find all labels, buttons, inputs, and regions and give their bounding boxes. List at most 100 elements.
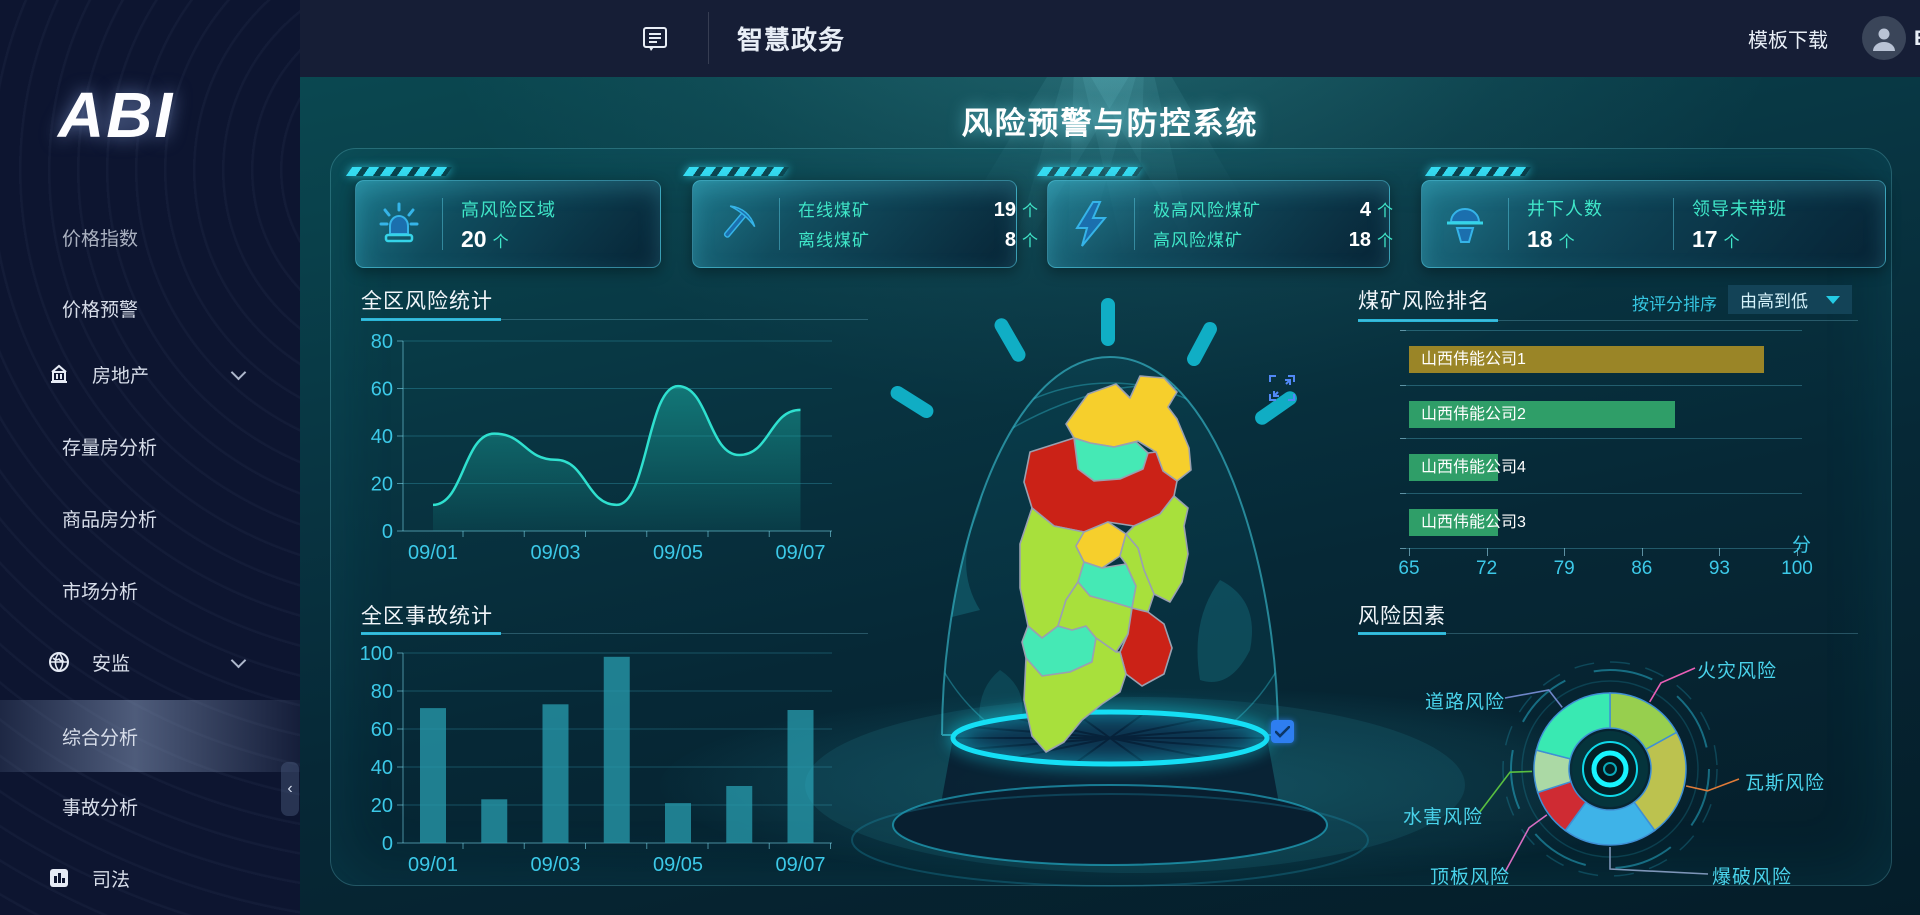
- sidebar-item-safety-supervision[interactable]: 安监: [0, 635, 300, 689]
- rank-separator: [1406, 438, 1802, 439]
- kpi-unit: 个: [1376, 233, 1393, 250]
- sidebar-item-price-index[interactable]: 价格指数: [62, 228, 139, 250]
- rank-bar[interactable]: [1409, 346, 1764, 373]
- svg-text:60: 60: [371, 719, 393, 741]
- rank-axis-number: 93: [1708, 558, 1730, 579]
- svg-text:09/01: 09/01: [408, 854, 458, 876]
- template-list-icon[interactable]: [637, 0, 673, 77]
- rank-axis-tick: [1400, 385, 1406, 386]
- panel-line: [361, 633, 868, 634]
- sidebar-item-price-warning[interactable]: 价格预警: [62, 299, 139, 321]
- rank-bar[interactable]: [1409, 454, 1498, 481]
- helmet-icon: [1422, 198, 1508, 250]
- kpi-decor-dashes: [345, 167, 453, 176]
- rank-axis-number: 86: [1631, 558, 1653, 579]
- rank-axis-tick: [1409, 548, 1410, 556]
- sidebar-item-accident-analysis[interactable]: 事故分析: [62, 797, 139, 819]
- sidebar-item-justice[interactable]: 司法: [0, 851, 300, 905]
- globe-icon: [46, 650, 72, 674]
- donut-label-blasting: 爆破风险: [1712, 867, 1793, 888]
- rank-bar-label: 山西伟能公司4: [1421, 459, 1526, 476]
- sort-order-value: 由高到低: [1740, 292, 1808, 311]
- kpi-card-underground-staff: 井下人数 18 个 领导未带班 17 个: [1421, 180, 1886, 268]
- sort-order-dropdown[interactable]: 由高到低: [1728, 285, 1852, 314]
- panel-title-risk-stats: 全区风险统计: [361, 290, 493, 313]
- header-divider: [708, 12, 709, 64]
- kpi-value: 8: [1004, 229, 1016, 251]
- sidebar-item-comprehensive-analysis[interactable]: 综合分析: [0, 700, 300, 772]
- building-icon: [46, 362, 72, 386]
- accident-bar-chart: 0 20 40 60 80 100 09/01 09/03 09/05 09/07: [340, 630, 860, 896]
- panel-underline: [361, 318, 501, 321]
- rank-axis-number: 100: [1781, 558, 1813, 579]
- app-title: 智慧政务: [737, 25, 846, 55]
- brand-logo: ABI: [58, 79, 175, 151]
- kpi-label: 领导未带班: [1692, 199, 1787, 219]
- risk-factors-donut-chart: [1395, 600, 1905, 915]
- svg-text:60: 60: [371, 379, 393, 401]
- map-region[interactable]: [1075, 521, 1127, 569]
- rank-axis-unit: 分: [1792, 535, 1812, 556]
- panel-line: [1358, 320, 1858, 321]
- svg-text:0: 0: [382, 521, 393, 543]
- rank-bar[interactable]: [1409, 509, 1498, 536]
- sidebar-item-stock-housing[interactable]: 存量房分析: [62, 437, 158, 459]
- sidebar-collapse-button[interactable]: ‹: [281, 762, 299, 816]
- kpi-label: 高风险区域: [461, 199, 556, 220]
- province-map[interactable]: [805, 280, 1465, 887]
- kpi-decor-dashes: [1036, 167, 1144, 176]
- donut-label-gas: 瓦斯风险: [1745, 773, 1826, 794]
- lightning-icon: [1048, 198, 1134, 250]
- rank-axis-tick: [1641, 548, 1643, 556]
- kpi-value: 19: [993, 199, 1016, 221]
- kpi-value: 20: [461, 225, 487, 252]
- kpi-value: 18: [1527, 226, 1553, 252]
- donut-label-flood: 水害风险: [1403, 807, 1484, 828]
- donut-label-road: 道路风险: [1425, 692, 1506, 713]
- kpi-label: 极高风险煤矿: [1153, 201, 1261, 220]
- kpi-value: 4: [1359, 199, 1371, 221]
- svg-text:09/03: 09/03: [530, 542, 580, 564]
- expand-icon[interactable]: [1268, 374, 1296, 402]
- rank-bar-label: 山西伟能公司1: [1421, 351, 1526, 368]
- kpi-unit: 个: [1723, 234, 1740, 251]
- rank-axis-tick: [1486, 548, 1488, 556]
- svg-text:09/03: 09/03: [530, 854, 580, 876]
- sidebar-item-market-analysis[interactable]: 市场分析: [62, 581, 139, 603]
- kpi-label: 在线煤矿: [798, 201, 870, 220]
- svg-text:80: 80: [371, 331, 393, 353]
- rank-axis-number: 72: [1476, 558, 1498, 579]
- map-checkbox[interactable]: [1271, 720, 1294, 743]
- template-download-link[interactable]: 模板下载: [1748, 30, 1828, 52]
- rank-axis-number: 79: [1553, 558, 1575, 579]
- panel-title-mine-ranking: 煤矿风险排名: [1358, 290, 1490, 313]
- bar-chart-icon: [46, 866, 72, 890]
- rank-axis-number: 65: [1398, 558, 1420, 579]
- rank-axis-tick: [1400, 438, 1406, 439]
- avatar[interactable]: [1862, 16, 1906, 60]
- svg-text:0: 0: [382, 833, 393, 855]
- kpi-decor-dashes: [1424, 167, 1532, 176]
- user-name[interactable]: ESENSOFT: [1914, 0, 1920, 77]
- risk-trend-area-chart: 0 20 40 60 80 09/01 09/03 09/05 09/07: [340, 316, 860, 582]
- panel-title-risk-factors: 风险因素: [1358, 605, 1446, 628]
- rank-bar[interactable]: [1409, 401, 1676, 428]
- donut-label-roof: 顶板风险: [1430, 867, 1511, 888]
- map-region[interactable]: [1023, 637, 1127, 753]
- panel-line: [1358, 633, 1858, 634]
- sidebar-item-commercial-housing[interactable]: 商品房分析: [62, 509, 158, 531]
- kpi-unit: 个: [1558, 234, 1575, 251]
- donut-label-fire: 火灾风险: [1697, 661, 1778, 682]
- kpi-unit: 个: [1376, 203, 1393, 220]
- panel-title-accident-stats: 全区事故统计: [361, 605, 493, 628]
- sort-by-label: 按评分排序: [1632, 295, 1717, 314]
- sidebar-item-real-estate[interactable]: 房地产: [0, 347, 300, 401]
- page-title: 风险预警与防控系统: [961, 106, 1259, 141]
- svg-text:09/07: 09/07: [775, 854, 825, 876]
- kpi-divider: [1134, 198, 1135, 250]
- map-region[interactable]: [1057, 581, 1133, 653]
- kpi-unit: 个: [1021, 233, 1038, 250]
- map-region[interactable]: [1119, 533, 1155, 613]
- kpi-value: 18: [1348, 229, 1371, 251]
